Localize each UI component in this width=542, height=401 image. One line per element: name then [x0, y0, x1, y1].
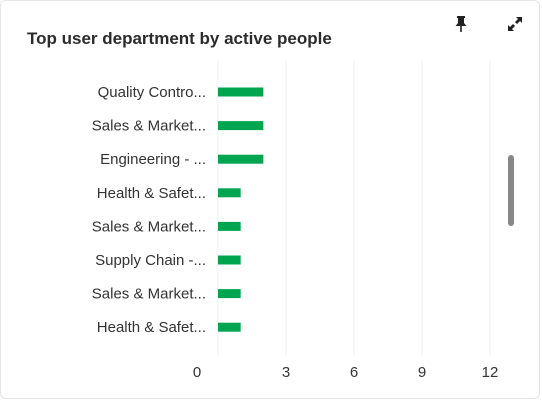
pin-button[interactable]	[450, 13, 472, 35]
category-label-0: Quality Contro...	[98, 84, 206, 101]
expand-icon	[508, 17, 522, 31]
category-label-4: Sales & Market...	[92, 218, 206, 235]
category-label-7: Health & Safet...	[97, 319, 206, 336]
x-tick-label-4: 12	[482, 364, 499, 381]
category-label-6: Sales & Market...	[92, 286, 206, 303]
x-tick-label-1: 3	[282, 364, 290, 381]
bar-5[interactable]	[218, 255, 241, 265]
bar-6[interactable]	[218, 289, 241, 299]
bar-0[interactable]	[218, 87, 264, 97]
bar-1[interactable]	[218, 121, 264, 131]
category-label-2: Engineering - ...	[100, 151, 206, 168]
scrollbar-thumb[interactable]	[508, 155, 514, 226]
x-tick-label-0: 0	[193, 364, 201, 381]
x-tick-label-2: 6	[350, 364, 358, 381]
bar-2[interactable]	[218, 154, 264, 164]
category-label-1: Sales & Market...	[92, 118, 206, 135]
widget-title: Top user department by active people	[27, 29, 332, 48]
expand-button[interactable]	[504, 13, 526, 35]
category-label-3: Health & Safet...	[97, 185, 206, 202]
category-label-5: Supply Chain -...	[95, 252, 206, 269]
bar-chart: Quality Contro... Sales & Market... Engine…	[92, 61, 499, 381]
bar-4[interactable]	[218, 221, 241, 231]
x-tick-label-3: 9	[418, 364, 426, 381]
bar-7[interactable]	[218, 322, 241, 332]
pin-icon	[455, 16, 467, 32]
bar-3[interactable]	[218, 188, 241, 198]
